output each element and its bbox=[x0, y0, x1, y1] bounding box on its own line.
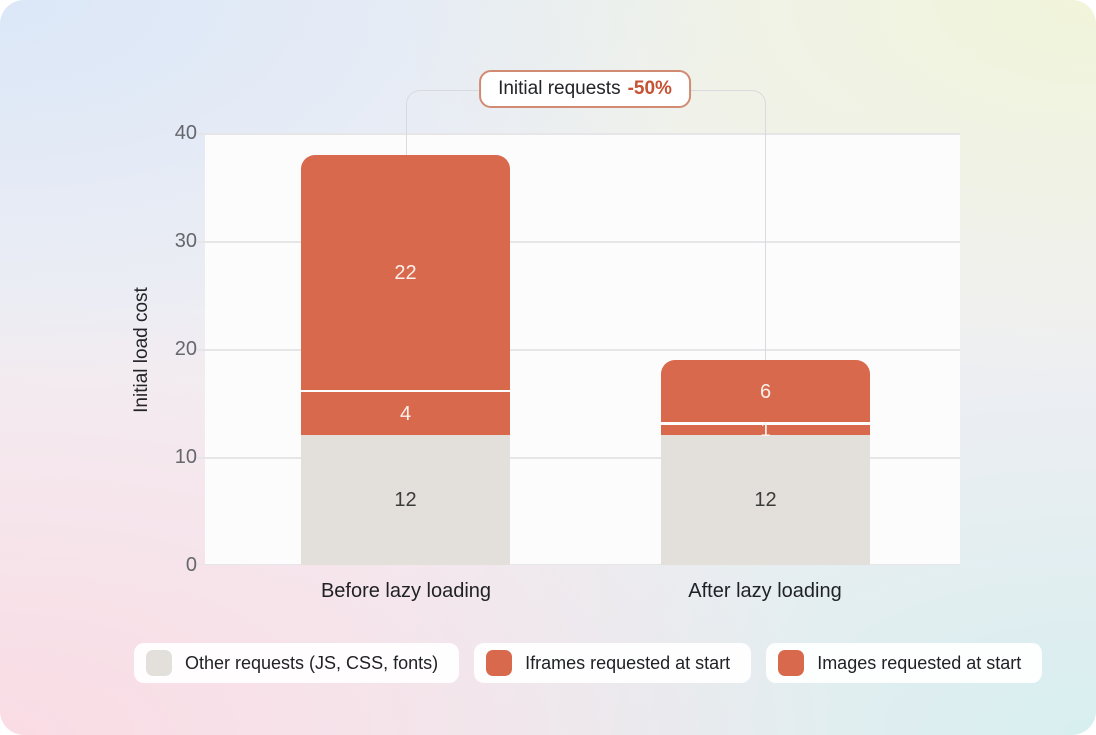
segment-images-after: 6 bbox=[661, 359, 870, 425]
annotation-badge-delta: -50% bbox=[627, 78, 672, 99]
segment-divider bbox=[301, 389, 510, 393]
x-label-after: After lazy loading bbox=[688, 580, 842, 602]
annotation-badge: Initial requests -50% bbox=[479, 70, 691, 108]
gridline-20 bbox=[197, 349, 960, 351]
y-tick-30: 30 bbox=[174, 230, 197, 252]
legend-label: Images requested at start bbox=[817, 652, 1022, 673]
legend-swatch-orange bbox=[486, 650, 513, 676]
x-label-before: Before lazy loading bbox=[320, 580, 492, 602]
legend-item-images: Images requested at start bbox=[766, 643, 1043, 683]
segment-value: 12 bbox=[754, 489, 777, 512]
segment-value: 22 bbox=[394, 262, 417, 285]
legend-swatch-gray bbox=[146, 650, 172, 676]
segment-other-requests-after: 12 bbox=[661, 435, 870, 565]
segment-iframes-after: 1 bbox=[661, 421, 870, 440]
segment-iframes-before: 4 bbox=[301, 392, 510, 436]
segment-divider bbox=[661, 422, 870, 425]
plot-area: 12 4 22 12 1 6 bbox=[197, 133, 960, 565]
segment-value: 6 bbox=[759, 381, 772, 404]
segment-value: 4 bbox=[399, 402, 412, 425]
y-tick-10: 10 bbox=[174, 446, 197, 468]
annotation-connector-line-right bbox=[764, 155, 766, 360]
gridline-40 bbox=[197, 133, 960, 135]
segment-images-before: 22 bbox=[301, 154, 510, 393]
bar-after-lazy-loading: 12 1 6 bbox=[661, 359, 870, 565]
gridline-30 bbox=[197, 241, 960, 243]
bar-before-lazy-loading: 12 4 22 bbox=[301, 154, 510, 565]
y-tick-0: 0 bbox=[185, 554, 197, 576]
y-tick-40: 40 bbox=[174, 122, 197, 144]
legend-item-other-requests: Other requests (JS, CSS, fonts) bbox=[134, 643, 460, 683]
segment-other-requests-before: 12 bbox=[301, 435, 510, 565]
legend-item-iframes: Iframes requested at start bbox=[474, 643, 752, 683]
gridline-0 bbox=[197, 563, 960, 565]
segment-value: 12 bbox=[394, 489, 417, 512]
legend-label: Iframes requested at start bbox=[525, 652, 731, 673]
legend-label: Other requests (JS, CSS, fonts) bbox=[185, 652, 439, 673]
annotation-badge-label: Initial requests bbox=[498, 78, 621, 99]
legend: Other requests (JS, CSS, fonts) Iframes … bbox=[134, 643, 1043, 683]
segment-value: 1 bbox=[760, 419, 771, 441]
y-tick-20: 20 bbox=[174, 338, 197, 360]
legend-swatch-orange bbox=[778, 650, 805, 676]
gridline-10 bbox=[197, 457, 960, 459]
